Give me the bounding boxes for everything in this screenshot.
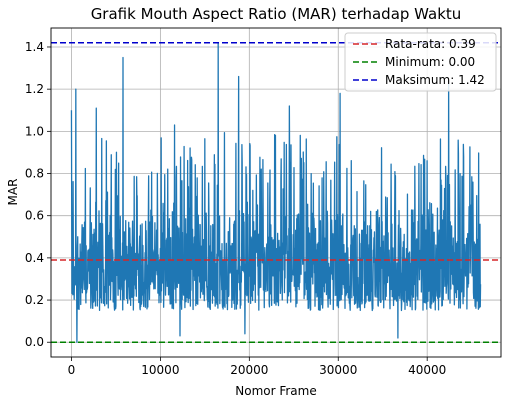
legend-label: Maksimum: 1.42: [385, 73, 485, 87]
y-tick-label: 0.4: [25, 251, 44, 265]
y-tick-label: 0.0: [25, 335, 44, 349]
x-tick-label: 20000: [230, 363, 268, 377]
chart-title: Grafik Mouth Aspect Ratio (MAR) terhadap…: [91, 5, 462, 23]
y-tick-label: 0.6: [25, 209, 44, 223]
x-tick-label: 30000: [319, 363, 357, 377]
y-tick-label: 1.4: [25, 40, 44, 54]
y-axis-label: MAR: [6, 179, 20, 206]
y-tick-label: 0.8: [25, 167, 44, 181]
legend-label: Rata-rata: 0.39: [385, 37, 476, 51]
x-tick-label: 40000: [408, 363, 446, 377]
x-axis-label: Nomor Frame: [235, 384, 317, 398]
y-tick-label: 0.2: [25, 293, 44, 307]
legend: Rata-rata: 0.39 Minimum: 0.00 Maksimum: 1.…: [345, 33, 496, 91]
y-tick-label: 1.0: [25, 124, 44, 138]
y-tick-label: 1.2: [25, 82, 44, 96]
legend-label: Minimum: 0.00: [385, 55, 475, 69]
x-tick-label: 10000: [141, 363, 179, 377]
x-tick-label: 0: [68, 363, 76, 377]
